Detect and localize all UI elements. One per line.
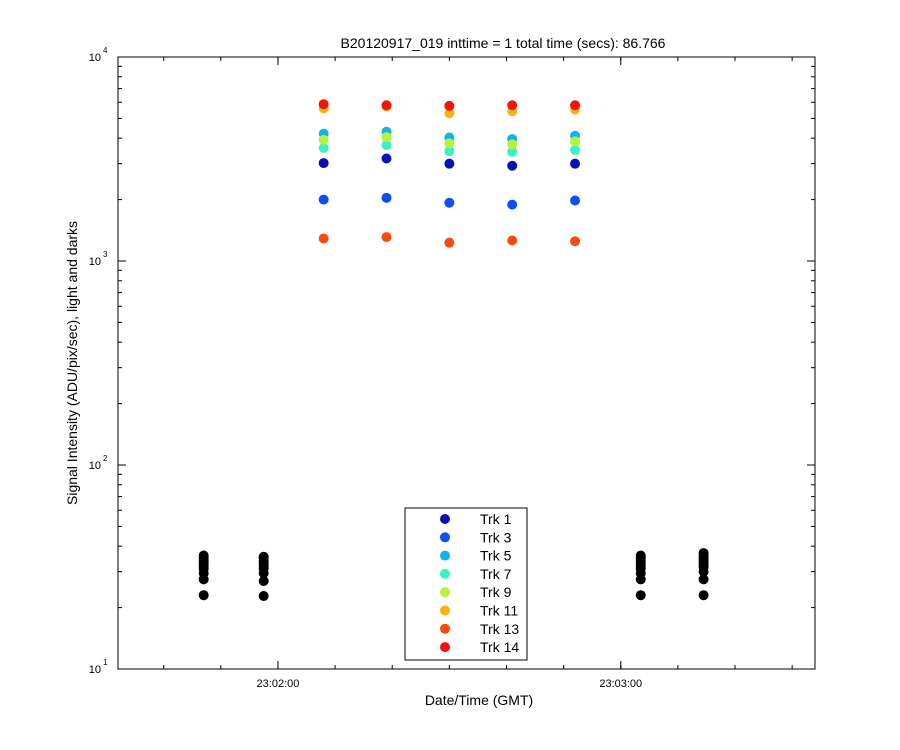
dark-point — [698, 548, 709, 559]
legend-label: Trk 11 — [480, 603, 518, 619]
data-point — [444, 108, 455, 119]
y-tick-label: 10 — [89, 460, 101, 472]
legend-marker — [440, 550, 450, 561]
data-points — [198, 99, 709, 601]
series-trk-7 — [318, 140, 581, 157]
data-point — [507, 199, 518, 210]
dark-point — [258, 551, 269, 562]
legend-marker — [440, 514, 450, 524]
data-point — [444, 237, 455, 248]
data-point — [444, 100, 455, 111]
data-point — [444, 197, 455, 208]
data-point — [318, 158, 329, 169]
data-point — [318, 143, 329, 154]
dark-point — [698, 574, 709, 585]
data-point — [381, 232, 392, 243]
data-point — [507, 235, 518, 246]
x-axis-label: Date/Time (GMT) — [425, 692, 533, 708]
data-point — [507, 100, 518, 111]
data-point — [381, 140, 392, 151]
legend-label: Trk 7 — [480, 566, 512, 582]
x-tick-label: 23:03:00 — [599, 678, 642, 690]
legend-marker — [440, 623, 450, 634]
data-point — [444, 146, 455, 157]
dark-point — [198, 590, 209, 601]
data-point — [381, 192, 392, 203]
y-tick-label: 10 — [89, 52, 101, 64]
data-point — [381, 132, 392, 143]
y-axis-label: Signal Intensity (ADU/pix/sec), light an… — [64, 221, 80, 505]
legend-marker — [440, 568, 450, 579]
legend-label: Trk 3 — [480, 529, 512, 545]
x-axis-ticks: 23:02:00 23:03:00 — [163, 57, 793, 690]
x-tick-label: 23:02:00 — [257, 678, 300, 690]
legend-label: Trk 9 — [480, 584, 512, 600]
legend-label: Trk 1 — [480, 511, 512, 527]
data-point — [570, 195, 581, 206]
legend-marker — [440, 605, 450, 616]
series-trk-9 — [318, 132, 581, 150]
data-point — [570, 236, 581, 247]
dark-point — [698, 590, 709, 601]
data-point — [318, 99, 329, 110]
legend-marker — [440, 532, 450, 543]
chart-title: B20120917_019 inttime = 1 total time (se… — [341, 35, 666, 51]
data-point — [381, 153, 392, 164]
data-point — [570, 145, 581, 156]
data-point — [444, 158, 455, 169]
data-point — [381, 100, 392, 111]
legend-box — [404, 507, 528, 661]
y-tick-exponent: 1 — [103, 658, 108, 667]
series-trk-3 — [318, 192, 581, 210]
data-point — [570, 158, 581, 169]
dark-point — [198, 550, 209, 561]
legend-label: Trk 5 — [480, 548, 512, 564]
legend-label: Trk 14 — [480, 639, 519, 655]
data-point — [570, 100, 581, 111]
y-tick-exponent: 4 — [103, 46, 108, 55]
dark-points — [198, 548, 709, 601]
dark-point — [635, 550, 646, 561]
legend-marker — [440, 642, 450, 653]
legend-label: Trk 13 — [480, 621, 519, 637]
legend: Trk 1 Trk 3 Trk 5 Trk 7 Trk 9 Trk 11 Trk 13 Trk… — [404, 507, 528, 661]
series-trk-13 — [318, 232, 581, 248]
data-point — [507, 160, 518, 171]
data-point — [444, 138, 455, 149]
dark-point — [258, 576, 269, 587]
y-tick-exponent: 2 — [103, 454, 108, 463]
data-point — [318, 194, 329, 205]
y-tick-label: 10 — [89, 256, 101, 268]
y-tick-label: 10 — [89, 664, 101, 676]
data-point — [570, 136, 581, 147]
data-point — [507, 146, 518, 157]
y-tick-exponent: 3 — [103, 250, 108, 259]
series-trk-14 — [318, 99, 581, 111]
data-point — [318, 233, 329, 244]
data-point — [507, 139, 518, 150]
series-trk-1 — [318, 153, 581, 171]
data-point — [318, 134, 329, 145]
dark-point — [258, 590, 269, 601]
dark-point — [635, 590, 646, 601]
legend-marker — [440, 587, 450, 598]
